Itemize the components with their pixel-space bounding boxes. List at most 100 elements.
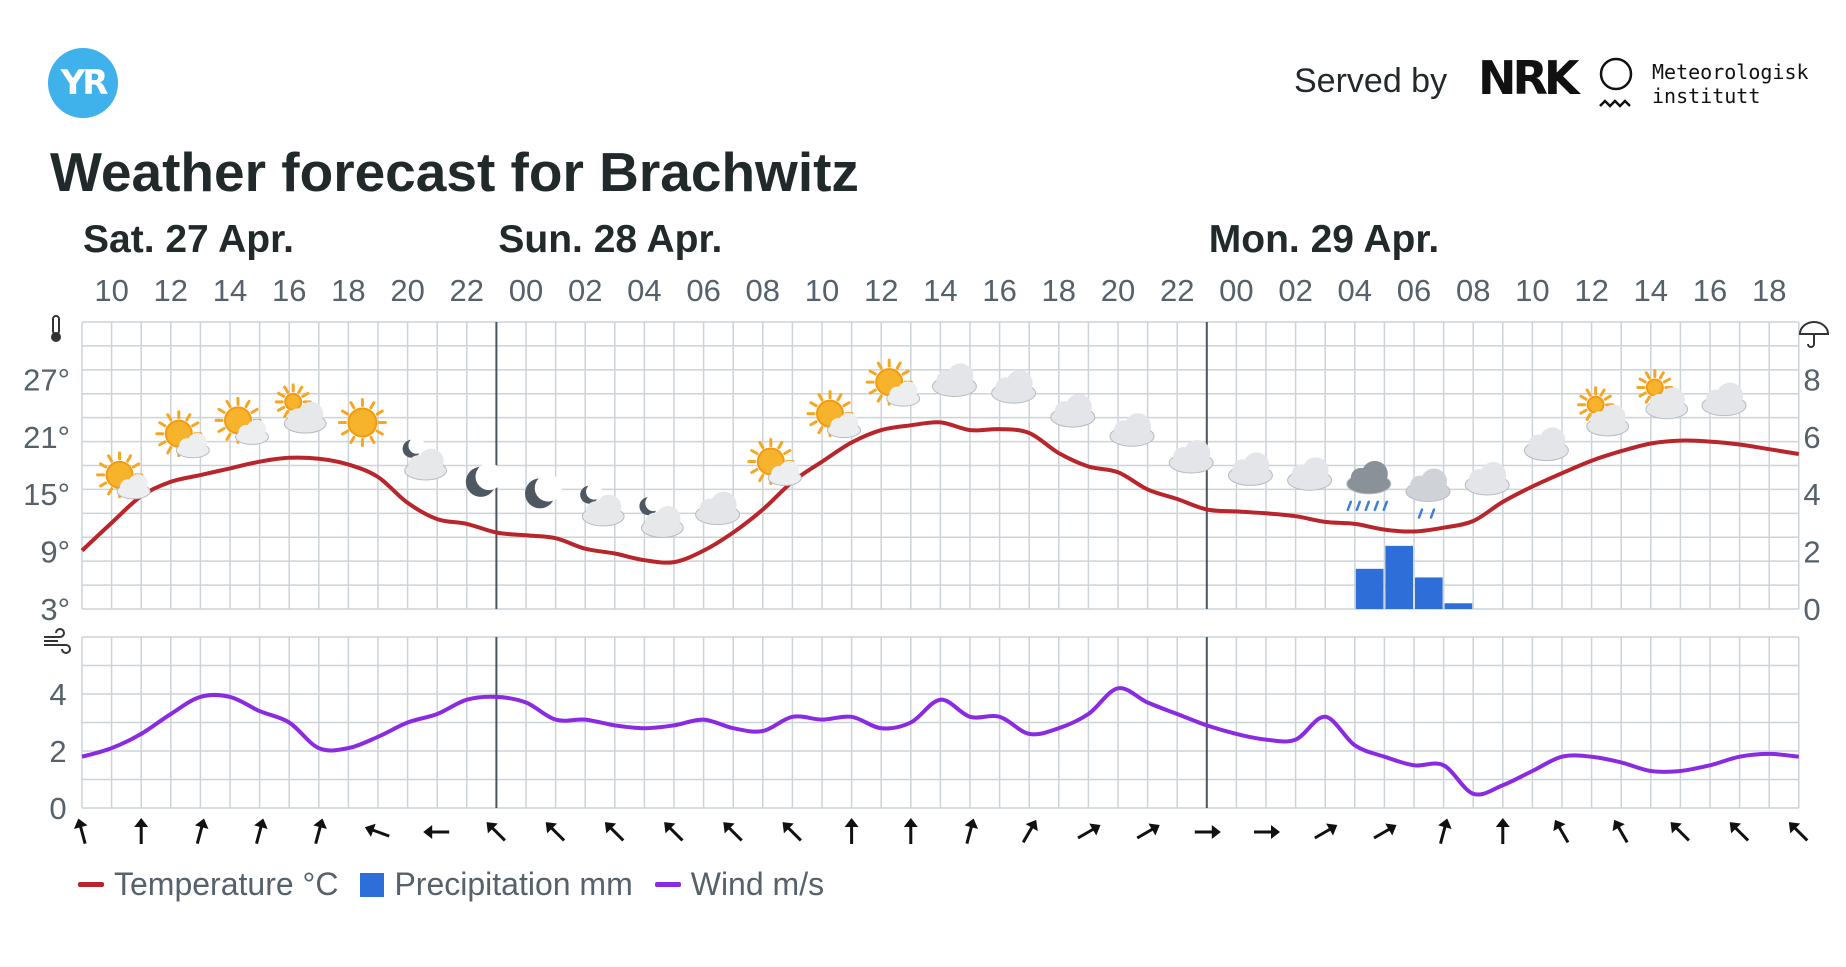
wind-arrow-icon <box>1553 819 1570 844</box>
hour-label: 06 <box>1397 273 1431 308</box>
cloud-puff <box>1302 457 1329 484</box>
sun-ray <box>868 369 877 376</box>
arrow-head <box>782 822 794 834</box>
rain-drop <box>1373 500 1380 512</box>
sun-ray <box>99 462 108 469</box>
yr-logo[interactable]: YR <box>48 48 118 118</box>
hour-label: 12 <box>864 273 898 308</box>
legend-precipitation[interactable]: Precipitation mm <box>360 866 633 903</box>
legend-temperature[interactable]: Temperature °C <box>78 866 338 903</box>
cloudy-icon <box>1701 382 1747 417</box>
partly-cloudy-day-icon <box>214 396 269 445</box>
arrow-head <box>1271 825 1280 839</box>
sun-ray <box>250 407 259 414</box>
page-title: Weather forecast for Brachwitz <box>50 141 859 203</box>
wind-arrow-icon <box>782 822 802 842</box>
chart-grid <box>81 321 1800 809</box>
wind-arrow-icon <box>423 825 450 839</box>
wind-arrow-icon <box>254 818 268 844</box>
cloud-puff <box>1361 460 1388 487</box>
moon-cut <box>586 483 603 500</box>
sun-ray <box>217 407 226 414</box>
sun-ray <box>1662 377 1672 384</box>
day-labels: Sat. 27 Apr. Sun. 28 Apr. Mon. 29 Apr. <box>83 218 1439 261</box>
thermometer-tube <box>52 315 60 335</box>
cloudy-icon <box>1168 439 1214 474</box>
wind-arrow-icon <box>1021 819 1038 844</box>
umbrella-icon <box>1798 321 1830 348</box>
sun-ray <box>1579 394 1588 401</box>
sun-ray <box>166 446 173 455</box>
wind-arrow-icon <box>1495 818 1510 844</box>
met-line1: Meteorologisk <box>1652 60 1809 84</box>
nrk-logo[interactable]: NRK <box>1478 51 1580 105</box>
arrow-head <box>134 818 149 827</box>
sun-ray <box>777 440 784 450</box>
wind-arrow-icon <box>1670 822 1690 842</box>
wind-arrow-icon <box>1314 823 1338 840</box>
axis-labels: 27° 21° 15° 9° 3° 8 6 4 2 0 4 2 0 <box>23 362 1821 826</box>
partly-cloudy-day-icon <box>747 438 802 487</box>
arrow-head <box>73 818 88 829</box>
temperature-tick-label: 21° <box>23 420 70 455</box>
partly-cloudy-day-icon <box>806 390 861 439</box>
hour-label: 20 <box>1101 273 1135 308</box>
temperature-tick-label: 3° <box>40 592 70 627</box>
thermometer-bulb <box>51 332 61 342</box>
sun-ray <box>901 369 910 376</box>
moon-cut <box>408 437 425 454</box>
arrow-head <box>1438 818 1452 829</box>
wind-icon <box>44 628 71 654</box>
cloudy-icon <box>1287 457 1333 491</box>
arrow-head <box>254 818 268 829</box>
sun-ray <box>225 399 232 409</box>
sun-ray <box>895 361 902 370</box>
partly-cloudy-night-icon <box>402 437 448 481</box>
sun-ray <box>369 401 376 410</box>
hour-label: 00 <box>1219 273 1253 308</box>
cloudy-sun-peek-icon <box>1636 368 1689 420</box>
temperature-series <box>80 420 1800 565</box>
arrow-head <box>1788 822 1801 834</box>
sun-ray <box>817 393 824 402</box>
arrow-head <box>545 822 558 834</box>
sun-ray <box>375 429 384 436</box>
wind-arrow-icon <box>1612 819 1629 844</box>
legend-wind[interactable]: Wind m/s <box>654 866 824 903</box>
precipitation-bars <box>1355 545 1473 609</box>
wind-arrow-icon <box>1077 823 1101 840</box>
arrow-head <box>486 822 498 834</box>
wind-arrow-icon <box>194 818 209 844</box>
cloud-puff <box>1125 413 1151 440</box>
served-by-text: Served by <box>1294 62 1448 100</box>
wind-arrow-icon <box>1373 823 1397 840</box>
hour-label: 10 <box>805 273 839 308</box>
partly-cloudy-day-icon <box>155 410 210 459</box>
sun-ray <box>750 449 759 456</box>
arrow-head <box>1612 819 1625 832</box>
arrow-head <box>1553 819 1566 832</box>
sun-ray <box>1638 391 1647 398</box>
hour-label: 08 <box>746 273 780 308</box>
partly-cloudy-day-icon <box>865 358 921 407</box>
wind-arrow-icon <box>313 818 327 844</box>
cloud-puff <box>1717 382 1743 409</box>
precipitation-bar <box>1385 545 1413 609</box>
met-line2: institutt <box>1652 84 1761 108</box>
met-institute-logo-text[interactable]: Meteorologisk institutt <box>1652 60 1809 108</box>
day-label: Mon. 29 Apr. <box>1209 218 1439 261</box>
arrow-head <box>604 822 617 834</box>
sun-ray <box>349 401 356 410</box>
cloud-puff <box>1243 452 1270 479</box>
sun-ray <box>191 421 200 428</box>
sun-ray <box>340 429 350 436</box>
cloud-puff <box>246 419 267 440</box>
sun-disc <box>347 407 378 438</box>
temperature-tick-label: 9° <box>40 535 70 570</box>
sun-ray <box>842 401 851 408</box>
sun-ray <box>1638 377 1647 384</box>
sun-ray <box>1603 394 1612 401</box>
hour-label: 10 <box>94 273 128 308</box>
wind-arrow-icon <box>1438 818 1452 844</box>
cloudy-icon <box>1227 452 1273 486</box>
